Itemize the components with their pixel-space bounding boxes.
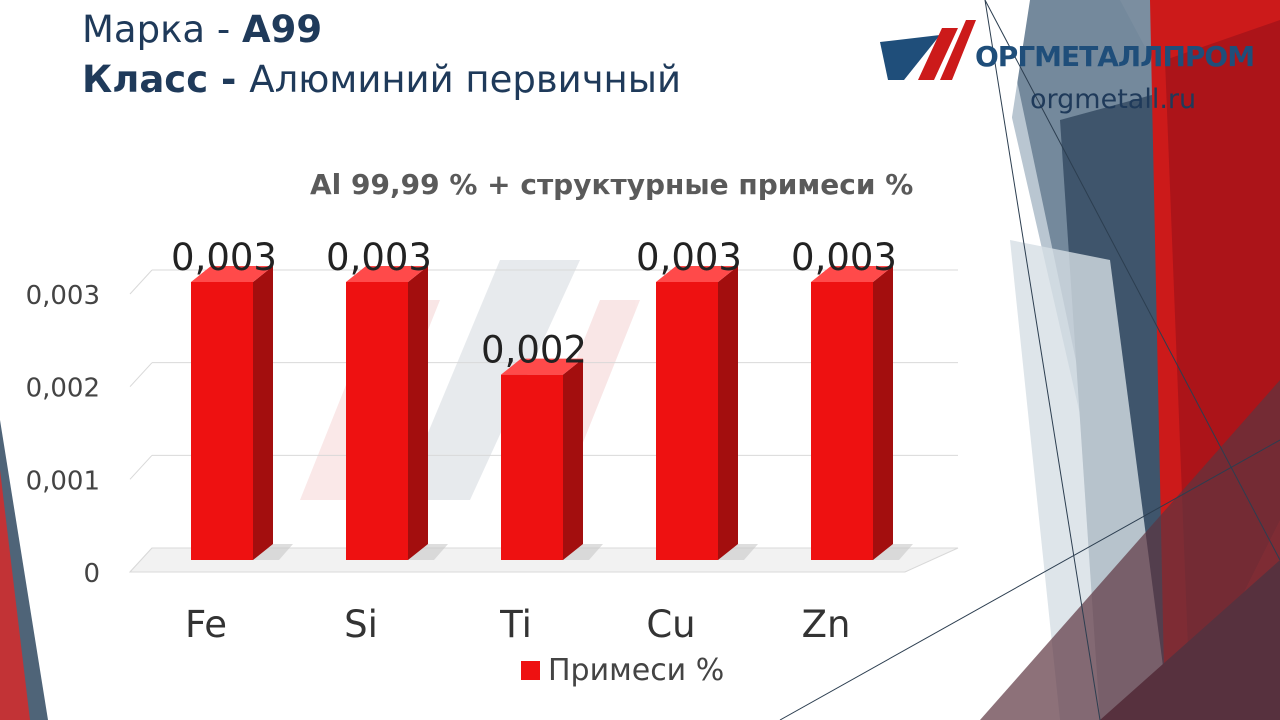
logo-stripe-2 (918, 28, 958, 80)
brand-value: А99 (241, 8, 323, 51)
class-label: Класс - (82, 58, 250, 101)
data-label: 0,003 (791, 236, 897, 279)
bar (656, 266, 758, 560)
x-tick-label: Fe (185, 603, 227, 646)
bg-white-triangle (975, 0, 1030, 130)
bars-layer (191, 266, 913, 560)
logo-url-link[interactable]: orgmetall.ru (1030, 84, 1197, 115)
y-tick-label: 0,001 (26, 466, 100, 496)
legend-swatch (521, 660, 540, 680)
y-tick-label: 0,003 (26, 281, 100, 311)
data-label: 0,002 (481, 329, 587, 372)
data-label: 0,003 (326, 236, 432, 279)
bar (811, 266, 913, 560)
x-tick-label: Zn (802, 603, 851, 646)
data-labels: 0,003 0,003 0,002 0,003 0,003 (171, 236, 897, 372)
bg-thin-line-3 (984, 0, 1280, 561)
bg-thin-line-1 (984, 0, 1101, 720)
chart-title: Al 99,99 % + структурные примеси % (310, 168, 914, 201)
bar (191, 266, 293, 560)
y-tick-label: 0,002 (26, 374, 100, 404)
bg-thin-line-2 (779, 439, 1280, 720)
logo-stripe-1 (880, 35, 940, 80)
class-value: Алюминий первичный (249, 58, 682, 101)
company-logo-mark (880, 20, 976, 80)
logo-text: ОРГМЕТАЛЛПРОМ (975, 40, 1255, 73)
y-axis-ticks: 0 0,001 0,002 0,003 (26, 281, 100, 589)
bar (346, 266, 448, 560)
bar (501, 358, 603, 560)
y-tick-label: 0 (83, 559, 100, 589)
x-tick-label: Cu (646, 603, 695, 646)
bg-left-red-triangle (0, 470, 30, 720)
logo-stripe-3 (940, 20, 976, 80)
brand-label: Марка - (82, 8, 242, 51)
x-axis-labels: Fe Si Ti Cu Zn (185, 603, 850, 646)
data-label: 0,003 (636, 236, 742, 279)
x-tick-label: Si (344, 603, 378, 646)
gridline (129, 269, 958, 295)
class-heading: Класс - Алюминий первичный (82, 58, 681, 101)
brand-heading: Марка - А99 (82, 8, 322, 51)
data-label: 0,003 (171, 236, 277, 279)
bg-slate-band (980, 380, 1280, 720)
x-tick-label: Ti (499, 603, 532, 646)
legend-label: Примеси % (548, 652, 725, 688)
chart-legend: Примеси % (521, 652, 724, 688)
